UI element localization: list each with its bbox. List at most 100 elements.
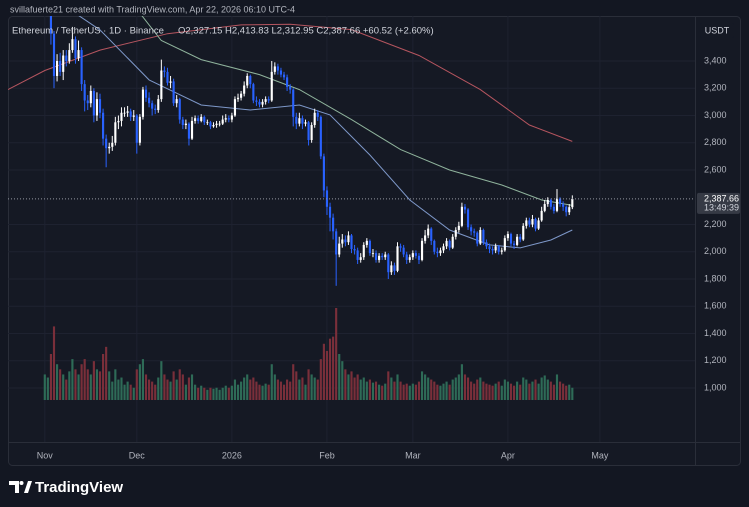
volume-bar [181, 374, 184, 400]
volume-bar [494, 383, 497, 400]
candle-body [405, 254, 408, 260]
candle-body [203, 116, 206, 123]
volume-bar [289, 381, 292, 400]
candle-body [289, 86, 292, 90]
candle-body [414, 253, 417, 256]
volume-bar [347, 374, 350, 400]
x-tick-label: May [591, 450, 609, 460]
candle-body [344, 239, 347, 243]
candle-body [206, 122, 209, 124]
candle-body [433, 240, 436, 252]
volume-bar [279, 381, 283, 400]
volume-bar [138, 364, 141, 400]
candle-body [335, 231, 338, 255]
volume-bar [534, 379, 537, 400]
candle-body [402, 247, 405, 255]
candle-body [304, 122, 307, 124]
candle-body [74, 39, 77, 59]
candle-body [246, 75, 249, 86]
candle-body [497, 246, 500, 252]
candle-body [172, 81, 175, 104]
candle-body [233, 99, 237, 116]
volume-bar [344, 369, 347, 400]
candle-body [479, 229, 482, 244]
candle-body [62, 55, 65, 72]
volume-bar [298, 379, 301, 400]
candle-body [261, 101, 264, 105]
volume-bar [488, 384, 491, 400]
volume-bar [236, 384, 240, 400]
candle-body [80, 50, 83, 85]
volume-bar [359, 379, 362, 400]
volume-bar [445, 381, 448, 400]
volume-bar [71, 359, 74, 400]
volume-bar [531, 381, 534, 400]
volume-bar [59, 369, 62, 400]
volume-bar [74, 369, 77, 400]
x-tick-label: Feb [319, 450, 335, 460]
candle-body [169, 81, 172, 83]
volume-bar [537, 383, 540, 400]
volume-bar [356, 374, 359, 400]
volume-bar [304, 384, 307, 400]
candle-body [89, 90, 92, 104]
volume-bar [286, 379, 289, 400]
last-price-label: 2,387.66 [704, 193, 739, 203]
volume-bar [381, 385, 384, 400]
countdown-label: 13:49:39 [704, 202, 739, 212]
volume-bar [154, 384, 157, 400]
volume-bar [482, 381, 485, 400]
candle-body [230, 115, 233, 120]
volume-bar [172, 371, 175, 400]
candle-body [102, 112, 105, 139]
candle-body [105, 138, 108, 149]
candle-body [236, 97, 240, 100]
candle-body [77, 50, 80, 59]
candle-body [218, 123, 221, 125]
currency-label: USDT [705, 25, 730, 35]
volume-bar [497, 381, 500, 400]
volume-bar [500, 385, 503, 400]
volume-bar [408, 385, 411, 400]
volume-bar [190, 374, 194, 400]
candle-body [120, 112, 123, 121]
candle-body [322, 156, 325, 191]
volume-bar [68, 371, 71, 400]
volume-bar [166, 379, 169, 400]
candle-body [184, 123, 187, 126]
candle-body [543, 204, 546, 211]
candle-body [436, 251, 439, 254]
candle-body [258, 101, 261, 105]
volume-bar [399, 381, 402, 400]
volume-bar [457, 374, 460, 400]
ohlc-legend: O2,327.15 H2,413.83 L2,312.95 C2,387.66 … [178, 26, 434, 37]
volume-bar [206, 389, 209, 400]
candle-body [387, 254, 390, 273]
x-tick-label: Nov [37, 450, 54, 460]
candle-body [454, 229, 457, 237]
volume-bar [417, 381, 421, 400]
logo-icon [19, 481, 24, 485]
candle-body [549, 199, 552, 207]
candle-body [393, 265, 396, 271]
candle-body [476, 232, 479, 244]
volume-bar [368, 379, 371, 400]
volume-bar [405, 383, 408, 400]
candle-body [209, 122, 212, 127]
candle-body [215, 123, 218, 126]
candle-body [368, 240, 371, 254]
volume-bar [374, 381, 378, 400]
volume-bar [258, 384, 261, 400]
volume-bar [503, 379, 506, 400]
x-tick-label: Dec [129, 450, 146, 460]
candle-body [417, 255, 421, 260]
candle-body [295, 116, 298, 124]
candle-body [525, 220, 528, 226]
candle-body [332, 217, 335, 232]
volume-bar [319, 359, 322, 400]
volume-bar [252, 377, 255, 400]
volume-bar [460, 364, 463, 400]
candle-body [135, 115, 138, 143]
volume-bar [451, 379, 454, 400]
volume-bar [301, 377, 304, 400]
